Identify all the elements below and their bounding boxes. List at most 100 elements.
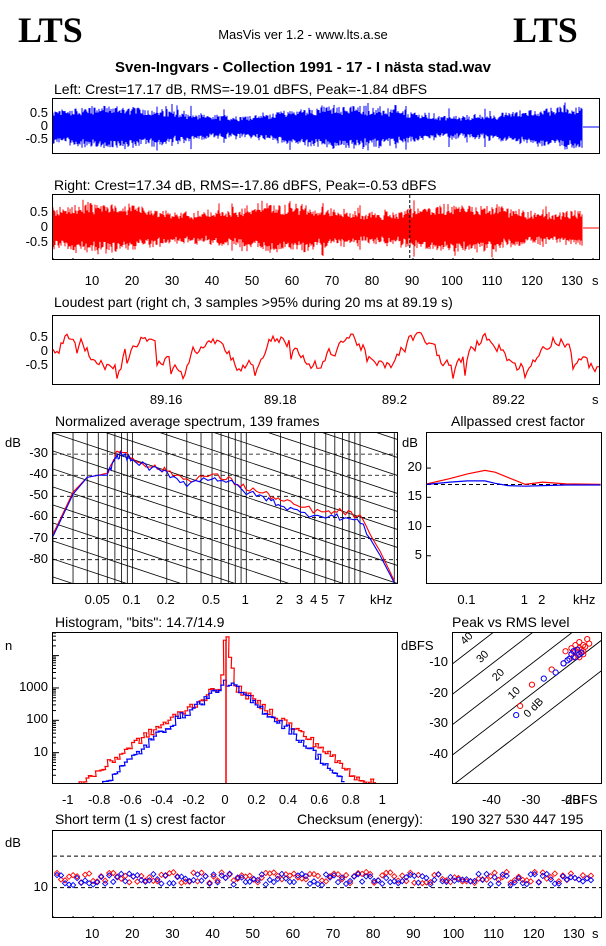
shortcrest-point-right [579,872,587,879]
histogram-xtick: -0.6 [119,792,142,807]
spectrum-slope-line [53,468,397,583]
shortcrest-point-left [491,874,498,881]
histogram-series-right [78,636,377,783]
shortcrest-ylabel: dB [5,835,21,850]
shortcrest-point-left [258,871,265,878]
time-xtick: 50 [244,273,260,288]
shortcrest-point-left [298,870,306,878]
crest-diagonal [454,670,601,783]
shortcrest-point-right [202,873,209,880]
shortcrest-point-right [89,877,97,885]
shortcrest-point-left [483,870,490,878]
peakrms-point-right [570,654,577,661]
spectrum-slope-line [53,504,289,583]
shortcrest-point-left [314,880,322,888]
spectrum-ytick: -70 [29,529,48,545]
left-title: Left: Crest=17.17 dB, RMS=-19.01 dBFS, P… [54,81,428,97]
peakrms-ytick: -20 [429,684,448,700]
loudest-ytick: -0.5 [25,357,48,372]
shortcrest-point-left [435,871,442,878]
lts-logo-right: LTS [513,10,578,50]
shortcrest-point-left [399,877,406,885]
shortcrest-point-left [358,878,366,885]
shortcrest-point-left [202,872,209,880]
shortcrest-point-right [551,870,559,877]
shortcrest-point-right [378,872,386,879]
loudest-xtick: 89.16 [149,392,183,407]
spectrum-xtick: 0.05 [84,592,110,607]
shortcrest-point-right [427,878,434,886]
spectrum-xtick: 4 [310,592,318,607]
shortcrest-point-left [226,870,233,878]
shortcrest-point-left [559,873,567,880]
shortcrest-point-left [93,879,101,886]
shortcrest-point-left [495,880,502,887]
shortcrest-point-right [439,875,446,883]
shortcrest-point-right [318,877,326,884]
shortcrest-point-left [101,880,109,887]
shortcrest-point-left [523,880,530,888]
spectrum-slope-line [53,522,235,583]
shortcrest-point-right [386,869,394,876]
shortcrest-point-left [77,879,85,887]
left-waveform-trace [53,102,583,151]
histogram-ylabel: n [5,638,13,653]
crest-series-left [427,480,601,487]
shortcrest-point-right [290,870,298,877]
shortcrest-point-right [366,870,374,878]
shortcrest-point-left [278,870,286,878]
shortcrest-point-left [499,871,506,878]
shortcrest-point-right [210,873,217,880]
crest-title: Allpassed crest factor [451,413,585,429]
shortcrest-point-left [274,875,282,883]
peakrms-point-right [528,681,536,688]
crest-chart [426,432,602,584]
shortcrest-point-left [238,874,245,881]
shortcrest-point-right [587,872,595,879]
spectrum-slope-line [53,433,397,548]
left-ytick: 0.5 [29,105,48,120]
shortcrest-point-right [415,871,422,879]
shortcrest-point-left [571,874,579,882]
loudest-xtick: 89.2 [381,392,408,407]
peakrms-ytick: -30 [429,715,448,731]
shortcrest-point-right [61,877,69,884]
shortcrest-point-right [238,872,245,879]
shortcrest-point-left [391,877,398,885]
shortcrest-point-left [113,873,121,881]
shortcrest-point-right [258,874,265,882]
crest-ytick: 15 [407,488,422,504]
shortcrest-point-left [374,877,382,884]
spectrum-slope-line [214,433,397,494]
shortcrest-point-left [583,875,591,882]
shortcrest-point-right [515,873,522,880]
shortcrest-point-right [57,876,65,883]
histogram-title: Histogram, "bits": 14.7/14.9 [55,614,225,630]
histogram-xtick: -0.2 [182,792,205,807]
time-xtick: 30 [164,273,180,288]
spectrum-xtick: 0.2 [156,592,175,607]
time-xtick: 20 [124,273,140,288]
shortcrest-point-left [61,880,69,887]
histogram-xtick: -1 [61,792,74,807]
shortcrest-point-right [310,870,318,878]
spectrum-ytick: -60 [29,508,48,524]
spectrum-xtick: 0.1 [122,592,141,607]
shortcrest-point-right [262,869,270,877]
histogram-xtick: -0.8 [87,792,111,807]
shortcrest-point-left [419,873,426,880]
shortcrest-point-left [531,870,538,878]
crest-ylabel: dB [402,435,418,450]
diagonal-label: 40 [458,633,475,647]
shortcrest-point-left [162,872,169,879]
shortcrest-point-right [503,868,510,876]
shortcrest-point-right [302,876,310,883]
peakrms-point-right [586,640,593,647]
crest-diagonal [453,633,573,725]
shortcrest-point-left [382,874,390,882]
shortcrest-point-left [170,880,177,887]
crest-unit: kHz [573,592,596,607]
crest-series-right [427,469,601,486]
right-ytick: -0.5 [25,234,48,249]
